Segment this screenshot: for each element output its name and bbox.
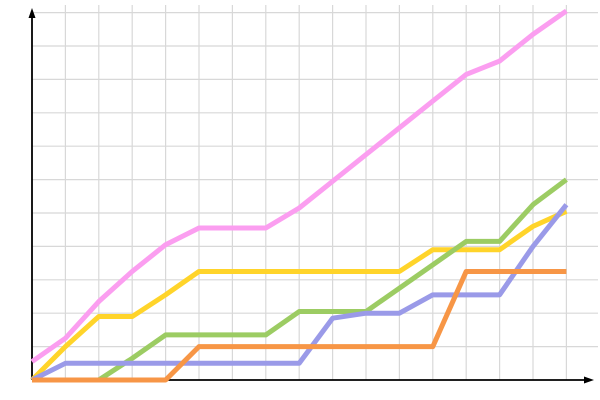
data-series-group [30, 8, 569, 383]
x-axis-arrow [584, 376, 594, 384]
series-line-blue [30, 203, 569, 383]
series-line-pink [30, 8, 568, 364]
series-line-yellow [30, 209, 568, 382]
y-axis-arrow [28, 8, 36, 18]
series-line-orange [32, 268, 567, 383]
